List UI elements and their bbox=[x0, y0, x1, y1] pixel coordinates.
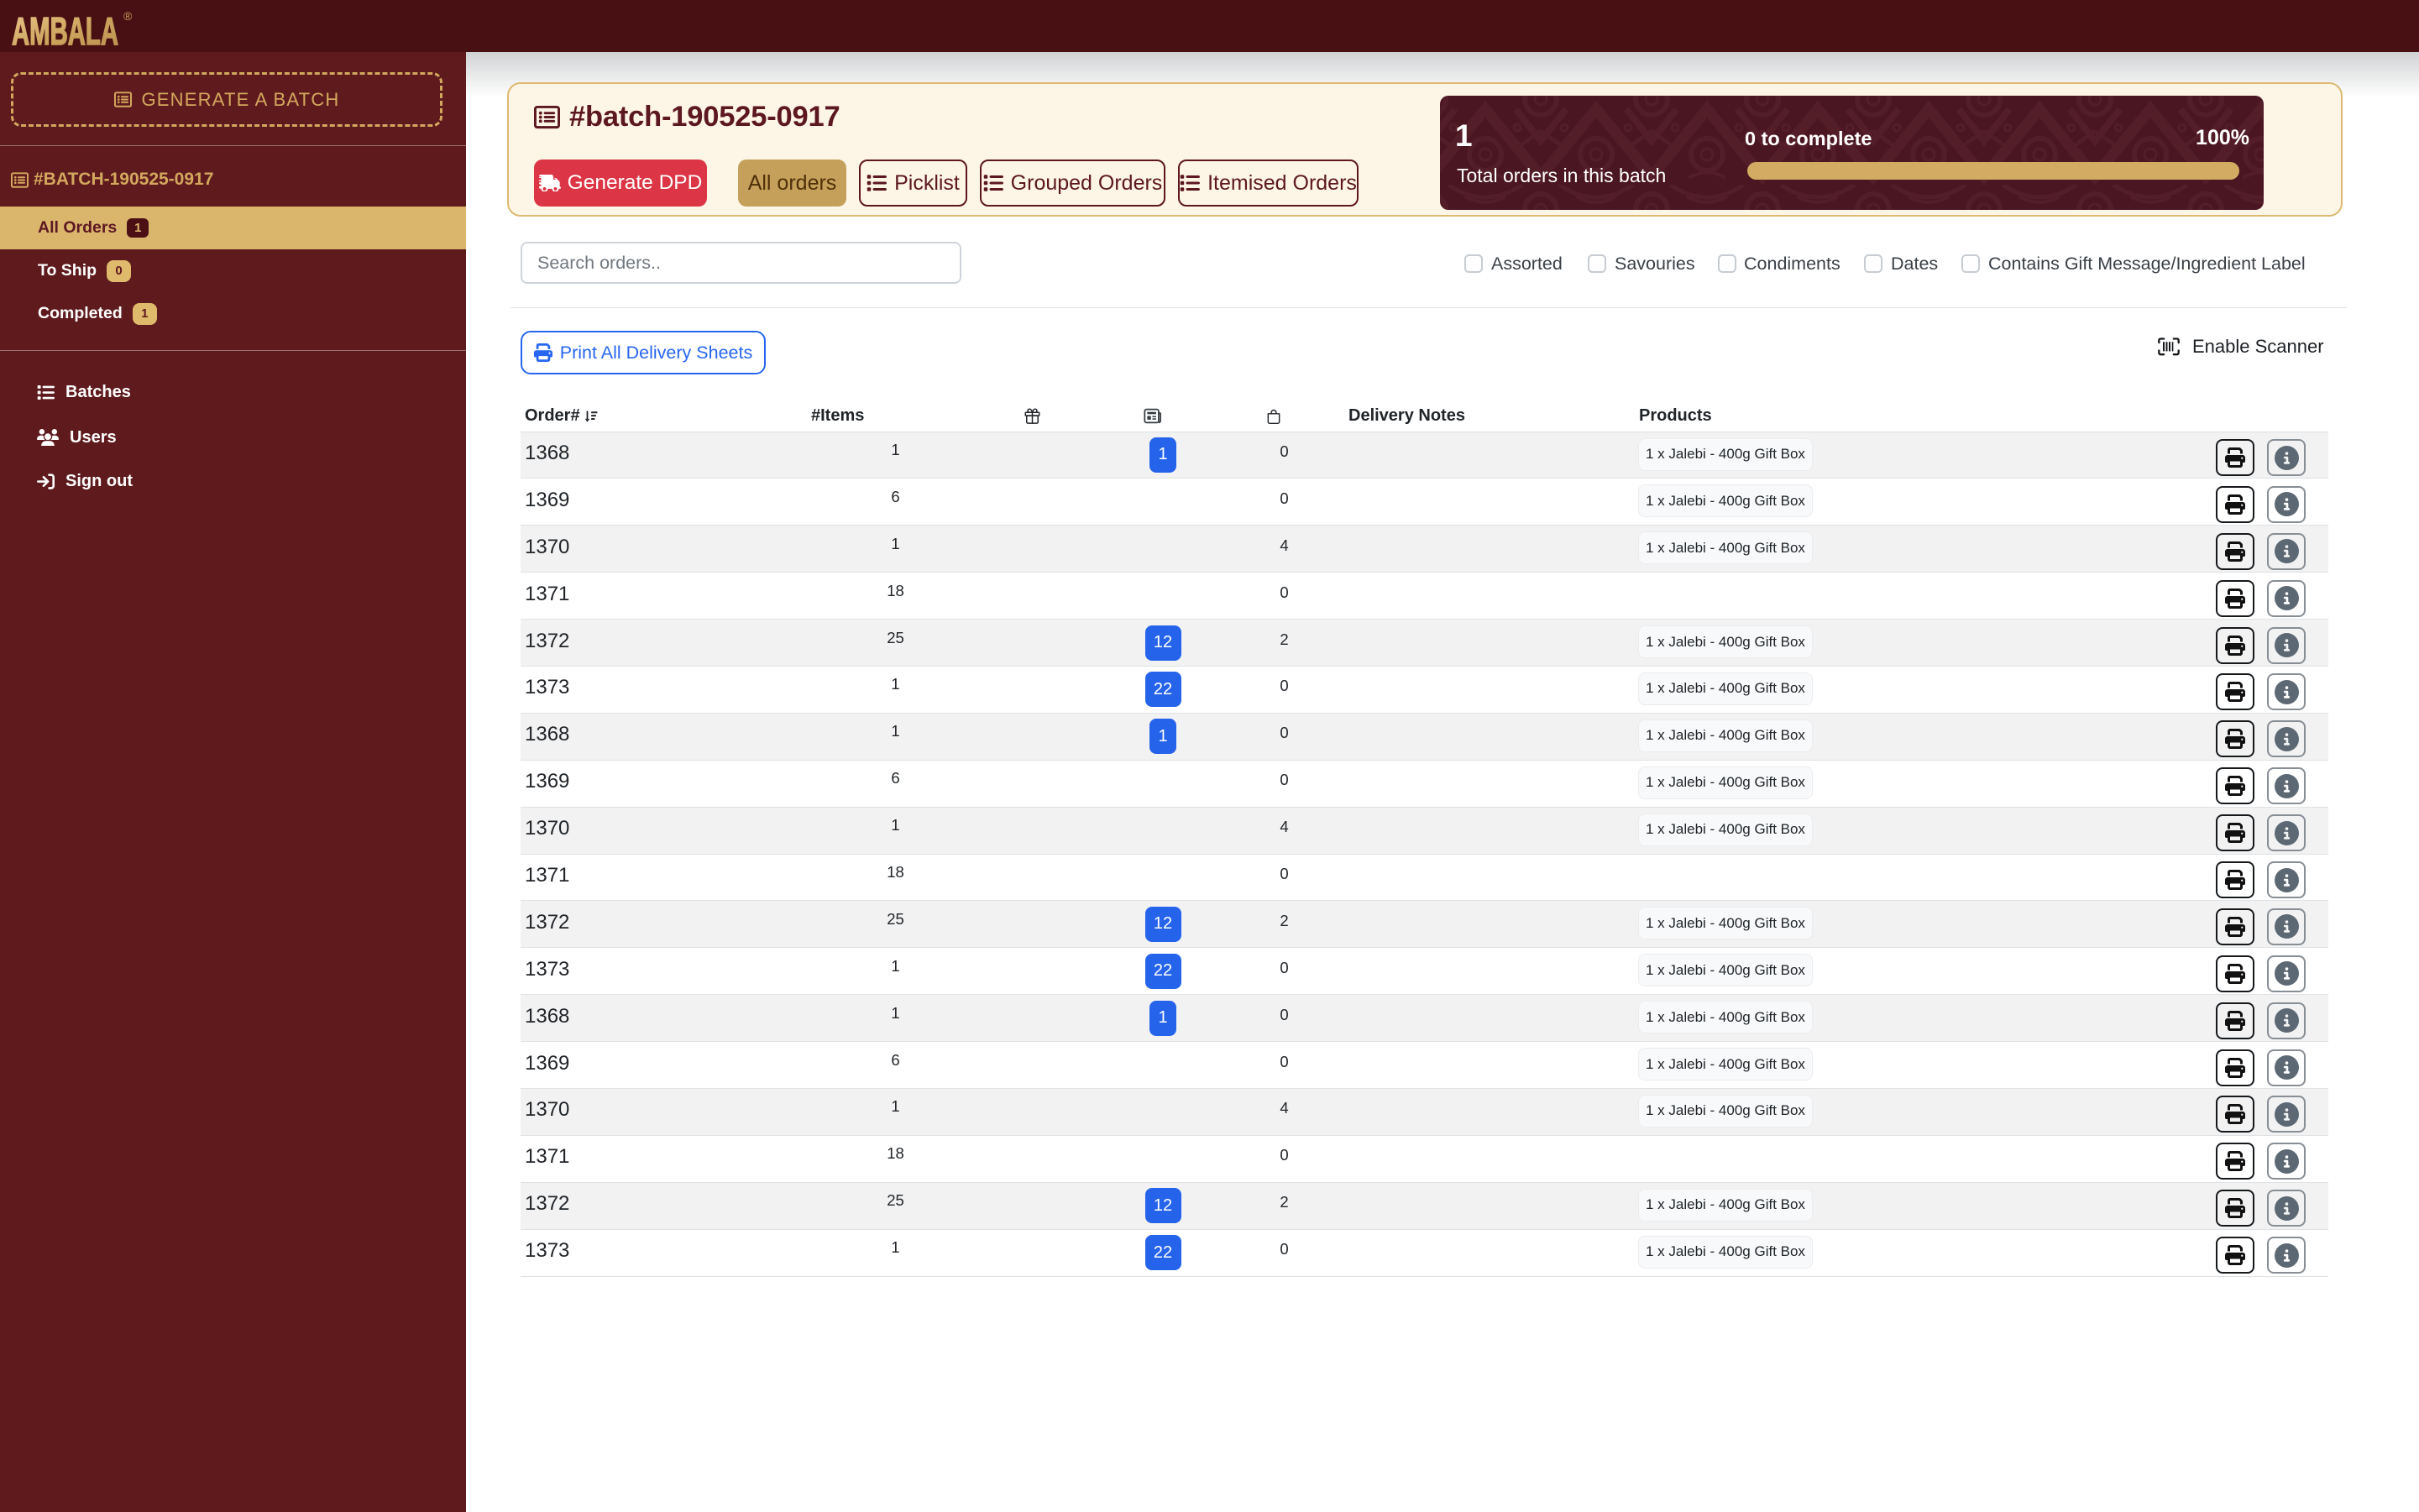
svg-text:AMBALA: AMBALA bbox=[12, 9, 118, 47]
svg-text:®: ® bbox=[123, 9, 133, 23]
